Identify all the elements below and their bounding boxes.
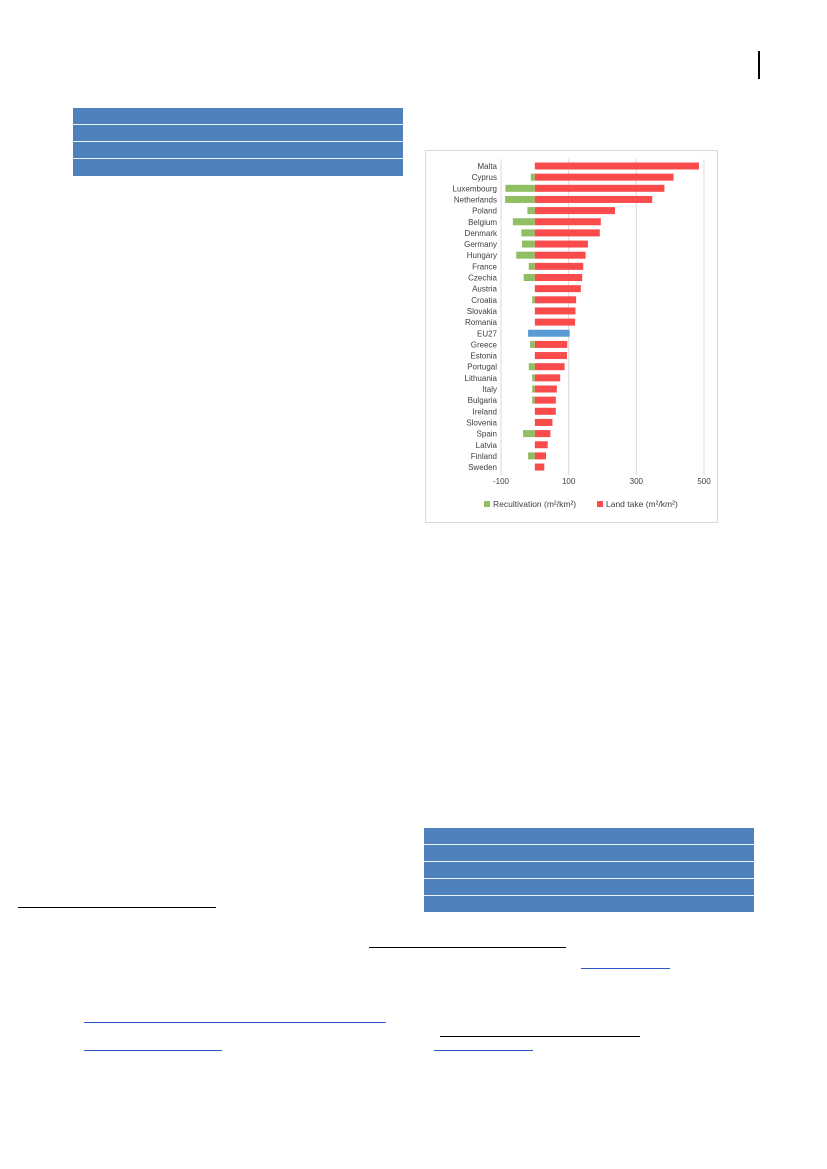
bar-land-take [534, 463, 545, 471]
bar-land-take [534, 407, 556, 415]
bar-land-take [534, 285, 581, 293]
legend-label: Land take (m²/km²) [606, 499, 678, 509]
bar-recultivation [532, 374, 535, 382]
x-tick-label: 300 [630, 477, 644, 486]
footnote-link[interactable] [84, 1050, 222, 1051]
bar-recultivation [528, 452, 535, 460]
bar-recultivation [505, 184, 535, 192]
category-label: Portugal [467, 363, 497, 372]
footnote-link[interactable] [581, 968, 670, 969]
category-label: Poland [472, 207, 497, 216]
bar-land-take [534, 340, 568, 348]
category-label: Slovakia [467, 307, 498, 316]
category-label: Bulgaria [468, 396, 498, 405]
footnote-separator [18, 907, 216, 908]
category-label: Hungary [467, 251, 497, 260]
bar-land-take [534, 207, 616, 215]
category-label: Ireland [473, 407, 497, 416]
footnote-rule [369, 947, 566, 948]
bar-recultivation [516, 251, 535, 259]
table-header-block-right [424, 828, 754, 912]
bar-land-take [534, 195, 653, 203]
category-label: Germany [464, 240, 497, 249]
category-label: France [472, 262, 497, 271]
bar-recultivation [512, 218, 535, 226]
category-label: Malta [477, 162, 497, 171]
footnote-rule [440, 1036, 640, 1037]
category-label: Spain [477, 430, 497, 439]
page-corner-marker [758, 51, 760, 79]
bar-recultivation [522, 430, 535, 438]
bar-land-take [534, 218, 601, 226]
bar-land-take [534, 296, 577, 304]
bar-land-take [534, 173, 674, 181]
category-label: EU27 [477, 329, 498, 338]
bar-land-take [534, 318, 576, 326]
bar-land-take [534, 352, 567, 360]
bar-land-take [534, 452, 546, 460]
bar-recultivation [530, 340, 535, 348]
bar-land-take [534, 274, 583, 281]
bar-recultivation [505, 195, 535, 203]
bar-recultivation [523, 274, 535, 281]
bar-recultivation [530, 173, 535, 181]
category-label: Belgium [468, 218, 497, 227]
bar-land-take [534, 385, 557, 393]
bar-land-take [534, 229, 600, 237]
x-tick-label: -100 [493, 477, 510, 486]
bar-land-take [534, 307, 576, 315]
bar-land-take [534, 430, 551, 438]
bar-land-take [534, 251, 586, 259]
bar-recultivation [532, 385, 535, 393]
category-label: Estonia [470, 352, 497, 361]
x-tick-label: 100 [562, 477, 576, 486]
bar-land-take [534, 240, 588, 248]
legend-swatch [597, 501, 603, 508]
category-label: Romania [465, 318, 498, 327]
bar-land-take [534, 441, 548, 449]
category-label: Sweden [468, 463, 497, 472]
bar-land-take [534, 184, 665, 192]
bar-recultivation [521, 240, 535, 248]
bar-recultivation [528, 262, 535, 270]
bar-recultivation [527, 207, 535, 215]
land-take-bar-chart: Malta Cyprus Luxembourg Netherlands Poland Be… [453, 159, 711, 509]
bar-land-take [534, 329, 570, 337]
category-label: Finland [471, 452, 497, 461]
category-label: Luxembourg [453, 184, 497, 193]
category-label: Croatia [471, 296, 497, 305]
legend-label: Recultivation (m²/km²) [493, 499, 576, 509]
bar-land-take [534, 374, 561, 382]
bar-recultivation [532, 296, 535, 304]
footnote-link[interactable] [434, 1050, 533, 1051]
category-label: Lithuania [465, 374, 498, 383]
category-label: Netherlands [454, 195, 497, 204]
category-label: Latvia [476, 441, 498, 450]
x-tick-label: 500 [697, 477, 711, 486]
bar-land-take [534, 418, 553, 426]
category-label: Austria [472, 285, 497, 294]
chart-container: Malta Cyprus Luxembourg Netherlands Poland Be… [425, 150, 718, 523]
footnote-link[interactable] [84, 1022, 386, 1023]
bar-recultivation [521, 229, 535, 237]
bar-land-take [534, 162, 699, 170]
category-label: Czechia [468, 274, 497, 283]
bar-recultivation [528, 329, 535, 337]
bar-recultivation [528, 363, 535, 371]
category-label: Slovenia [466, 418, 497, 427]
category-label: Greece [471, 340, 498, 349]
category-label: Denmark [465, 229, 498, 238]
category-label: Italy [482, 385, 497, 394]
bar-land-take [534, 262, 584, 270]
bar-recultivation [532, 396, 535, 404]
bar-land-take [534, 363, 565, 371]
category-label: Cyprus [472, 173, 497, 182]
table-header-block-left [73, 108, 403, 176]
legend-swatch [484, 501, 490, 508]
bar-land-take [534, 396, 556, 404]
